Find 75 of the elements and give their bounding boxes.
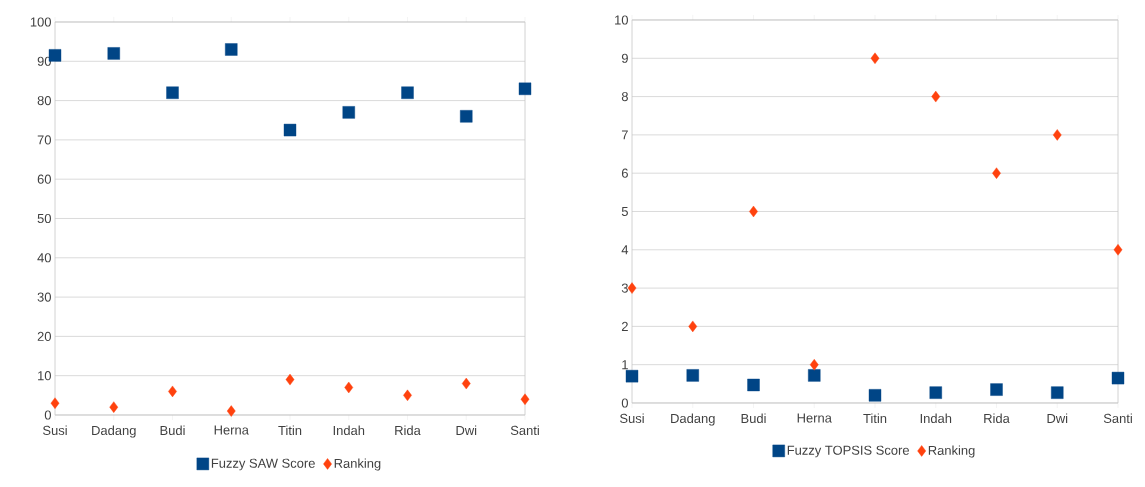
- legend-label: Ranking: [334, 458, 381, 471]
- point: [344, 381, 354, 394]
- x-tick-label: Dadang: [92, 425, 136, 438]
- point: [688, 320, 698, 333]
- x-tick-label: Budi: [160, 425, 185, 436]
- point: [461, 377, 471, 390]
- point: [1052, 129, 1062, 141]
- y-tick-label: 10: [38, 371, 51, 381]
- y-tick-label: 20: [37, 331, 51, 341]
- point: [285, 373, 295, 386]
- y-tick-label: 9: [621, 53, 628, 63]
- point: [109, 401, 119, 413]
- point: [50, 397, 60, 409]
- point: [686, 369, 699, 382]
- x-tick-label: Rida: [395, 425, 421, 436]
- point: [1113, 244, 1123, 256]
- legend-label: Fuzzy TOPSIS Score: [787, 445, 909, 458]
- x-tick-label: Dadang: [671, 413, 715, 426]
- point: [518, 82, 532, 95]
- y-tick-label: 50: [37, 213, 51, 224]
- point: [747, 378, 760, 392]
- y-tick-label: 70: [37, 135, 51, 145]
- legend-label: Fuzzy SAW Score: [211, 458, 315, 471]
- y-tick-label: 8: [621, 92, 628, 102]
- point: [166, 86, 179, 99]
- point: [809, 358, 819, 371]
- point: [808, 369, 821, 382]
- point: [283, 123, 297, 137]
- x-tick-label: Santi: [510, 425, 539, 436]
- x-tick-label: Titin: [863, 413, 887, 423]
- legend-label: Ranking: [928, 445, 975, 458]
- point: [225, 43, 238, 56]
- point: [868, 389, 882, 402]
- y-tick-label: 30: [37, 292, 51, 302]
- point: [342, 106, 355, 119]
- x-tick-label: Titin: [278, 425, 302, 435]
- y-tick-label: 7: [621, 130, 628, 140]
- y-tick-label: 3: [621, 283, 628, 293]
- y-tick-label: 0: [621, 398, 628, 408]
- y-tick-label: 6: [621, 168, 628, 178]
- y-tick-label: 10: [615, 15, 628, 25]
- point: [1051, 386, 1064, 399]
- point: [992, 167, 1001, 179]
- y-tick-label: 40: [37, 253, 51, 263]
- x-tick-label: Rida: [984, 413, 1010, 424]
- point: [107, 47, 120, 60]
- y-tick-label: 1: [622, 360, 628, 370]
- y-tick-label: 4: [621, 245, 629, 255]
- x-tick-label: Indah: [333, 425, 365, 436]
- x-tick-label: Dwi: [456, 425, 477, 435]
- y-tick-label: 100: [30, 17, 51, 27]
- y-tick-label: 60: [37, 174, 51, 184]
- point: [401, 86, 414, 99]
- point: [627, 282, 637, 294]
- x-tick-label: Indah: [920, 413, 952, 424]
- point: [929, 386, 942, 399]
- x-tick-label: Herna: [214, 425, 249, 435]
- x-tick-label: Budi: [741, 413, 766, 424]
- point: [870, 52, 880, 64]
- point: [625, 369, 639, 383]
- point: [460, 110, 473, 123]
- x-tick-label: Herna: [797, 413, 832, 423]
- point: [520, 393, 530, 405]
- point: [931, 90, 941, 103]
- point: [990, 383, 1003, 396]
- y-tick-label: 0: [44, 410, 51, 420]
- point: [1111, 371, 1125, 385]
- x-tick-label: Santi: [1103, 413, 1132, 424]
- x-tick-label: Dwi: [1047, 413, 1068, 423]
- y-tick-label: 2: [621, 321, 628, 331]
- y-tick-label: 80: [37, 96, 51, 106]
- x-tick-label: Susi: [43, 425, 67, 436]
- y-tick-label: 5: [621, 206, 628, 216]
- point: [226, 405, 236, 417]
- x-tick-label: Susi: [620, 413, 644, 424]
